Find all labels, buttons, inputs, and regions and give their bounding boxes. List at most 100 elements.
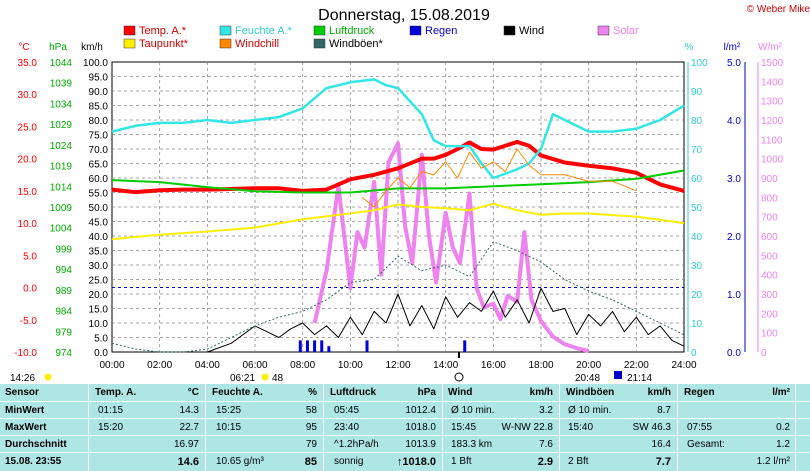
rain-tick-label: 1.0 — [727, 290, 741, 301]
row-label: Durchschnitt — [5, 439, 67, 450]
x-tick-label: 12:00 — [385, 360, 410, 371]
pressure-tick-label: 1024 — [50, 141, 73, 152]
temp-value: 14.3 — [179, 405, 199, 416]
solar-tick-label: 400 — [761, 271, 778, 282]
humidity-value: 95 — [305, 422, 317, 433]
row-label: MinWert — [5, 405, 45, 416]
header-humidity: Feuchte A. — [212, 387, 263, 398]
wind-tick-label: 10.0 — [89, 319, 109, 330]
table-divider — [0, 452, 810, 453]
header-pressure: Luftdruck — [330, 387, 377, 398]
x-tick-label: 08:00 — [290, 360, 315, 371]
table-col-divider — [88, 384, 89, 471]
copyright-text: © Weber Mike — [747, 4, 810, 15]
table-divider — [0, 435, 810, 436]
stats-table — [0, 384, 810, 471]
gust-time: 15:40 — [568, 422, 594, 433]
table-col-divider — [323, 384, 324, 471]
wind-direction: W-NW 22.8 — [501, 422, 554, 433]
header-pressure-unit: hPa — [417, 387, 436, 398]
temp-tick-label: 20.0 — [18, 155, 38, 166]
x-tick-label: 14:00 — [433, 360, 458, 371]
x-tick-label: 24:00 — [671, 360, 696, 371]
legend-swatch — [123, 38, 136, 49]
pressure-time: 23:40 — [334, 422, 360, 433]
pressure-tick-label: 1034 — [50, 99, 73, 110]
table-col-divider — [795, 384, 796, 471]
wind-tick-label: 35.0 — [89, 247, 109, 258]
rain-bar — [298, 340, 302, 352]
wind-tick-label: 40.0 — [89, 232, 109, 243]
wind-tick-label: 25.0 — [89, 276, 109, 287]
wind-tick-label: 5.0 — [94, 334, 108, 345]
legend-label: Taupunkt* — [139, 38, 189, 50]
pressure-tick-label: 994 — [55, 265, 72, 276]
wind-tick-label: 20.0 — [89, 290, 109, 301]
humidity-tick-label: 90 — [691, 87, 703, 98]
wind-tick-label: 15.0 — [89, 305, 109, 316]
row-label: MaxWert — [5, 422, 47, 433]
wind-tick-label: 90.0 — [89, 87, 109, 98]
series-line-windchill — [361, 148, 637, 208]
solar-tick-label: 600 — [761, 232, 778, 243]
legend-label: Temp. A.* — [139, 25, 187, 37]
sunrise-label: 06:21 — [230, 373, 255, 384]
rain-value: 1.2 l/m² — [756, 456, 790, 467]
table-divider — [0, 401, 810, 402]
header-gust: Windböen — [566, 387, 615, 398]
temp-value: 22.7 — [179, 422, 199, 433]
wind-tick-label: 50.0 — [89, 203, 109, 214]
solar-unit-label: W/m² — [758, 42, 783, 53]
wind-time: Ø 10 min. — [451, 405, 495, 416]
chart-legend: Temp. A.* Feuchte A.* Luftdruck Regen Wind So… — [123, 25, 639, 50]
temp-tick-label: 10.0 — [18, 219, 38, 230]
x-tick-label: 18:00 — [528, 360, 553, 371]
wind-value: 7.6 — [539, 439, 553, 450]
temp-tick-label: 0.0 — [23, 284, 37, 295]
legend-swatch — [123, 25, 136, 36]
rain-bar — [313, 340, 317, 352]
header-temp: Temp. A. — [95, 387, 137, 398]
legend-swatch — [597, 25, 610, 36]
table-col-divider — [677, 384, 678, 471]
wind-value: 3.2 — [539, 405, 553, 416]
rain-bar — [320, 340, 324, 352]
legend-label: Solar — [613, 25, 639, 37]
temp-tick-label: -10.0 — [14, 348, 37, 359]
series-line-taupunkt — [111, 202, 685, 241]
temp-tick-label: -5.0 — [20, 316, 38, 327]
series-line-luftdruck — [111, 169, 685, 194]
legend-swatch — [219, 25, 232, 36]
gust-value: 7.7 — [655, 456, 671, 468]
temp-tick-label: 30.0 — [18, 90, 38, 101]
wind-tick-label: 80.0 — [89, 116, 109, 127]
pressure-tick-label: 974 — [55, 348, 72, 359]
humidity-tick-label: 100 — [691, 58, 708, 69]
table-col-divider — [442, 384, 443, 471]
legend-label: Luftdruck — [329, 25, 375, 37]
gust-value: 8.7 — [657, 405, 671, 416]
header-wind: Wind — [448, 387, 473, 398]
left-time-label: 14:26 — [10, 373, 35, 384]
rain-value: 1.2 — [776, 439, 790, 450]
series-line-windb-en — [111, 241, 685, 353]
moon-phase-icon — [614, 371, 622, 379]
series-line-wind — [112, 287, 685, 353]
temp-tick-label: 25.0 — [18, 122, 38, 133]
time-markers — [44, 352, 622, 382]
header-wind-unit: km/h — [529, 387, 553, 398]
table-divider — [0, 418, 810, 419]
gust-time: 2 Bft — [568, 456, 589, 467]
sun-marker — [261, 373, 269, 381]
sunset-label-a: 20:48 — [575, 373, 600, 384]
pressure-value: 1013.9 — [405, 439, 436, 450]
pressure-unit-label: hPa — [49, 42, 67, 53]
header-rain-unit: l/m² — [772, 387, 790, 398]
solar-line — [312, 141, 590, 353]
rain-unit-label: l/m² — [724, 42, 741, 53]
wind-unit-label: km/h — [81, 42, 103, 53]
pressure-tick-label: 1019 — [50, 162, 73, 173]
humidity-value: 58 — [305, 405, 317, 416]
legend-label: Wind — [519, 25, 544, 37]
solar-tick-label: 1100 — [761, 135, 783, 146]
